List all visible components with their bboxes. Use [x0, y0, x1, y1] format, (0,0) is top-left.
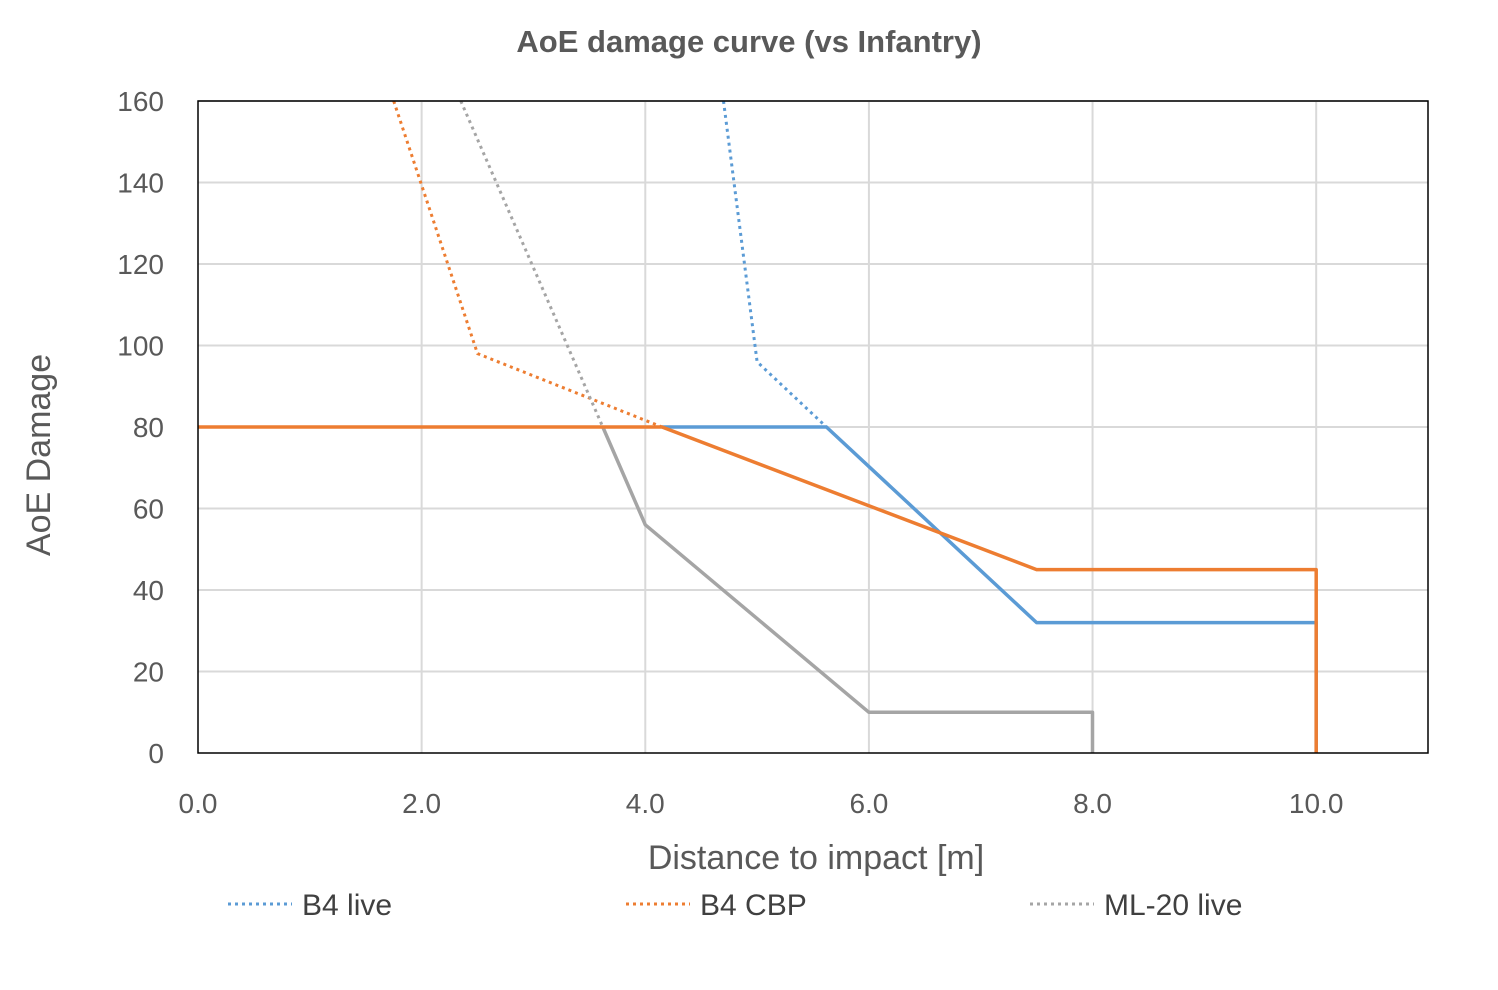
legend-label: B4 live [302, 889, 392, 922]
legend: B4 live B4 CBP ML-20 live [228, 889, 1242, 922]
x-tick-label: 2.0 [402, 788, 441, 819]
x-tick-label: 6.0 [849, 788, 888, 819]
y-tick-label: 120 [117, 249, 164, 280]
legend-entry: B4 live [228, 889, 392, 922]
x-tick-label: 10.0 [1289, 788, 1344, 819]
x-axis-label: Distance to impact [m] [648, 839, 984, 877]
y-tick-label: 160 [117, 86, 164, 117]
series-line-ml-20-live-dotted [459, 100, 605, 428]
series-layer [198, 100, 1318, 753]
plot-area-frame [197, 100, 1429, 754]
series-line-solid-3 [601, 426, 1095, 753]
legend-entry: B4 CBP [626, 889, 807, 922]
chart-title: AoE damage curve (vs Infantry) [516, 24, 981, 59]
x-tick-label: 4.0 [626, 788, 665, 819]
y-tick-label: 20 [133, 657, 164, 688]
series-line-b4-cbp-dotted [392, 100, 663, 429]
y-axis-label: AoE Damage [20, 354, 58, 556]
y-tick-label: 100 [117, 331, 164, 362]
y-tick-label: 0 [148, 738, 164, 769]
y-tick-label: 60 [133, 494, 164, 525]
x-axis-ticks: 0.0 2.0 4.0 6.0 8.0 10.0 [179, 788, 1344, 819]
y-tick-label: 140 [117, 168, 164, 199]
series-line-solid-5 [198, 425, 1318, 753]
x-tick-label: 8.0 [1073, 788, 1112, 819]
y-tick-label: 40 [133, 575, 164, 606]
legend-entry: ML-20 live [1030, 889, 1242, 922]
legend-label: B4 CBP [700, 889, 807, 922]
y-tick-label: 80 [133, 412, 164, 443]
legend-label: ML-20 live [1104, 889, 1242, 922]
x-tick-label: 0.0 [179, 788, 218, 819]
y-axis-ticks: 0 20 40 60 80 100 120 140 160 [117, 86, 164, 769]
